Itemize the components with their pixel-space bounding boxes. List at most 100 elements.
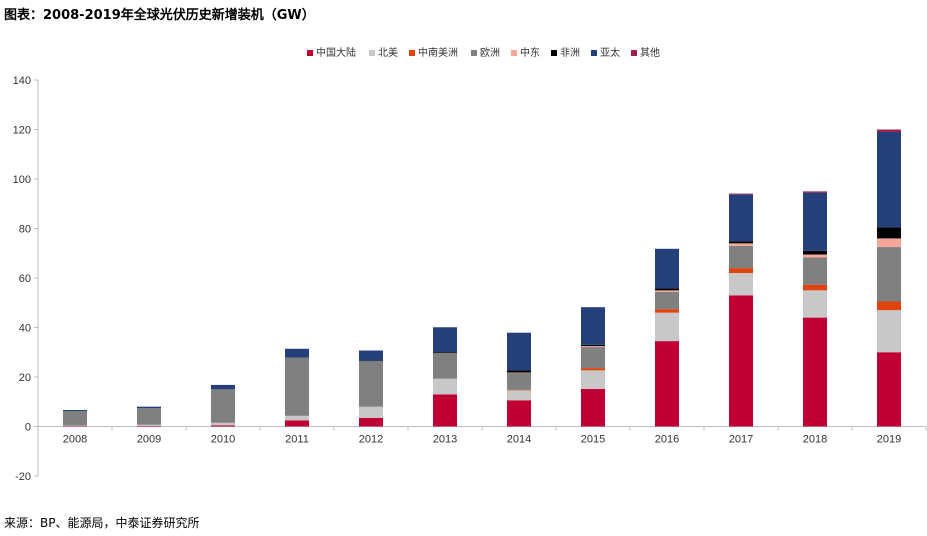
x-axis: 2008 2009 2010 2011 2012 2013 2014 2015 2016 2017… <box>63 434 901 446</box>
legend-label: 非洲 <box>560 47 580 59</box>
bar-segment <box>803 257 827 285</box>
bar-segment <box>877 247 901 302</box>
x-tick-label: 2012 <box>359 434 383 446</box>
bar-segment <box>359 360 383 407</box>
bar-segment <box>803 191 827 193</box>
bar-segment <box>507 332 531 371</box>
legend-label: 欧洲 <box>480 47 500 59</box>
bar-segment <box>655 288 679 291</box>
y-tick-label: 80 <box>19 224 31 236</box>
bar-segment <box>137 408 161 425</box>
x-tick-label: 2019 <box>877 434 901 446</box>
bar-segment <box>507 370 531 373</box>
bar-segment <box>433 327 457 353</box>
x-tick-label: 2009 <box>137 434 161 446</box>
bar-segment <box>581 370 605 389</box>
x-tick-label: 2008 <box>63 434 87 446</box>
bar-segment <box>433 378 457 395</box>
legend-swatch <box>369 50 375 56</box>
chart-title: 图表：2008-2019年全球光伏历史新增装机（GW） <box>4 8 315 23</box>
bar-segment <box>655 312 679 342</box>
bar-segment <box>877 227 901 239</box>
bar-segment <box>507 389 531 391</box>
x-tick-label: 2015 <box>581 434 605 446</box>
bar-segment <box>211 389 235 423</box>
y-tick-label: 0 <box>25 422 31 434</box>
bar-segment <box>877 310 901 353</box>
bar-segment <box>433 352 457 353</box>
y-axis: -20 0 20 40 60 80 100 120 140 <box>13 75 927 483</box>
bar-segment <box>507 372 531 374</box>
y-tick-label: -20 <box>15 471 31 483</box>
bar-segment <box>803 250 827 255</box>
legend-swatch <box>471 50 477 56</box>
x-tick-label: 2010 <box>211 434 235 446</box>
bar-segment <box>803 290 827 318</box>
bar-segment <box>877 301 901 311</box>
legend-label: 中南美洲 <box>418 46 458 59</box>
legend-swatch <box>307 50 313 56</box>
bar-segment <box>63 411 87 426</box>
bar-segment <box>63 426 87 427</box>
bar-segment <box>877 238 901 248</box>
x-tick-label: 2016 <box>655 434 679 446</box>
y-tick-label: 40 <box>19 323 31 335</box>
bar-segment <box>285 420 309 427</box>
y-tick-label: 100 <box>13 174 31 186</box>
bar-segment <box>729 243 753 246</box>
bar-segment <box>729 241 753 244</box>
bar-segment <box>803 284 827 291</box>
bar-segment <box>877 352 901 427</box>
bar-segment <box>433 394 457 427</box>
bar-segment <box>877 131 901 228</box>
bar-segment <box>507 373 531 390</box>
bar-segment <box>729 295 753 427</box>
legend-swatch <box>511 50 517 56</box>
bar-segment <box>581 388 605 427</box>
bar-segment <box>581 307 605 345</box>
bar-segment <box>655 248 679 289</box>
bar-segment <box>581 346 605 348</box>
bar-segment <box>803 254 827 258</box>
y-tick-label: 140 <box>13 75 31 87</box>
bars <box>63 129 901 427</box>
bar-segment <box>211 425 235 427</box>
bar-segment <box>655 291 679 310</box>
bar-segment <box>729 245 753 269</box>
bar-segment <box>729 268 753 274</box>
bar-segment <box>803 192 827 251</box>
y-tick-label: 20 <box>19 372 31 384</box>
legend-label: 中国大陆 <box>316 46 356 59</box>
legend-label: 北美 <box>378 46 398 59</box>
bar-segment <box>507 400 531 427</box>
y-tick-label: 120 <box>13 125 31 137</box>
bar-segment <box>137 424 161 427</box>
legend-label: 其他 <box>640 46 660 59</box>
source-note: 来源：BP、能源局，中泰证券研究所 <box>4 516 200 530</box>
legend-label: 亚太 <box>600 46 620 59</box>
x-tick-label: 2018 <box>803 434 827 446</box>
bar-segment <box>729 273 753 296</box>
y-tick-label: 60 <box>19 273 31 285</box>
x-tick-label: 2011 <box>285 434 309 446</box>
bar-segment <box>507 390 531 401</box>
bar-segment <box>137 406 161 409</box>
bar-segment <box>63 425 87 427</box>
bar-segment <box>803 317 827 427</box>
bar-segment <box>359 417 383 427</box>
bar-segment <box>581 344 605 347</box>
x-tick-label: 2013 <box>433 434 457 446</box>
bar-segment <box>211 422 235 426</box>
legend-swatch <box>631 50 637 56</box>
bar-segment <box>581 368 605 371</box>
bar-segment <box>729 193 753 195</box>
bar-segment <box>285 348 309 358</box>
bar-segment <box>211 384 235 390</box>
bar-segment <box>433 352 457 379</box>
bar-segment <box>655 290 679 292</box>
legend: 中国大陆 北美 中南美洲 欧洲 中东 非洲 亚太 其他 <box>307 46 660 59</box>
bar-segment <box>63 410 87 412</box>
bar-segment <box>137 426 161 427</box>
x-tick-label: 2014 <box>507 434 531 446</box>
